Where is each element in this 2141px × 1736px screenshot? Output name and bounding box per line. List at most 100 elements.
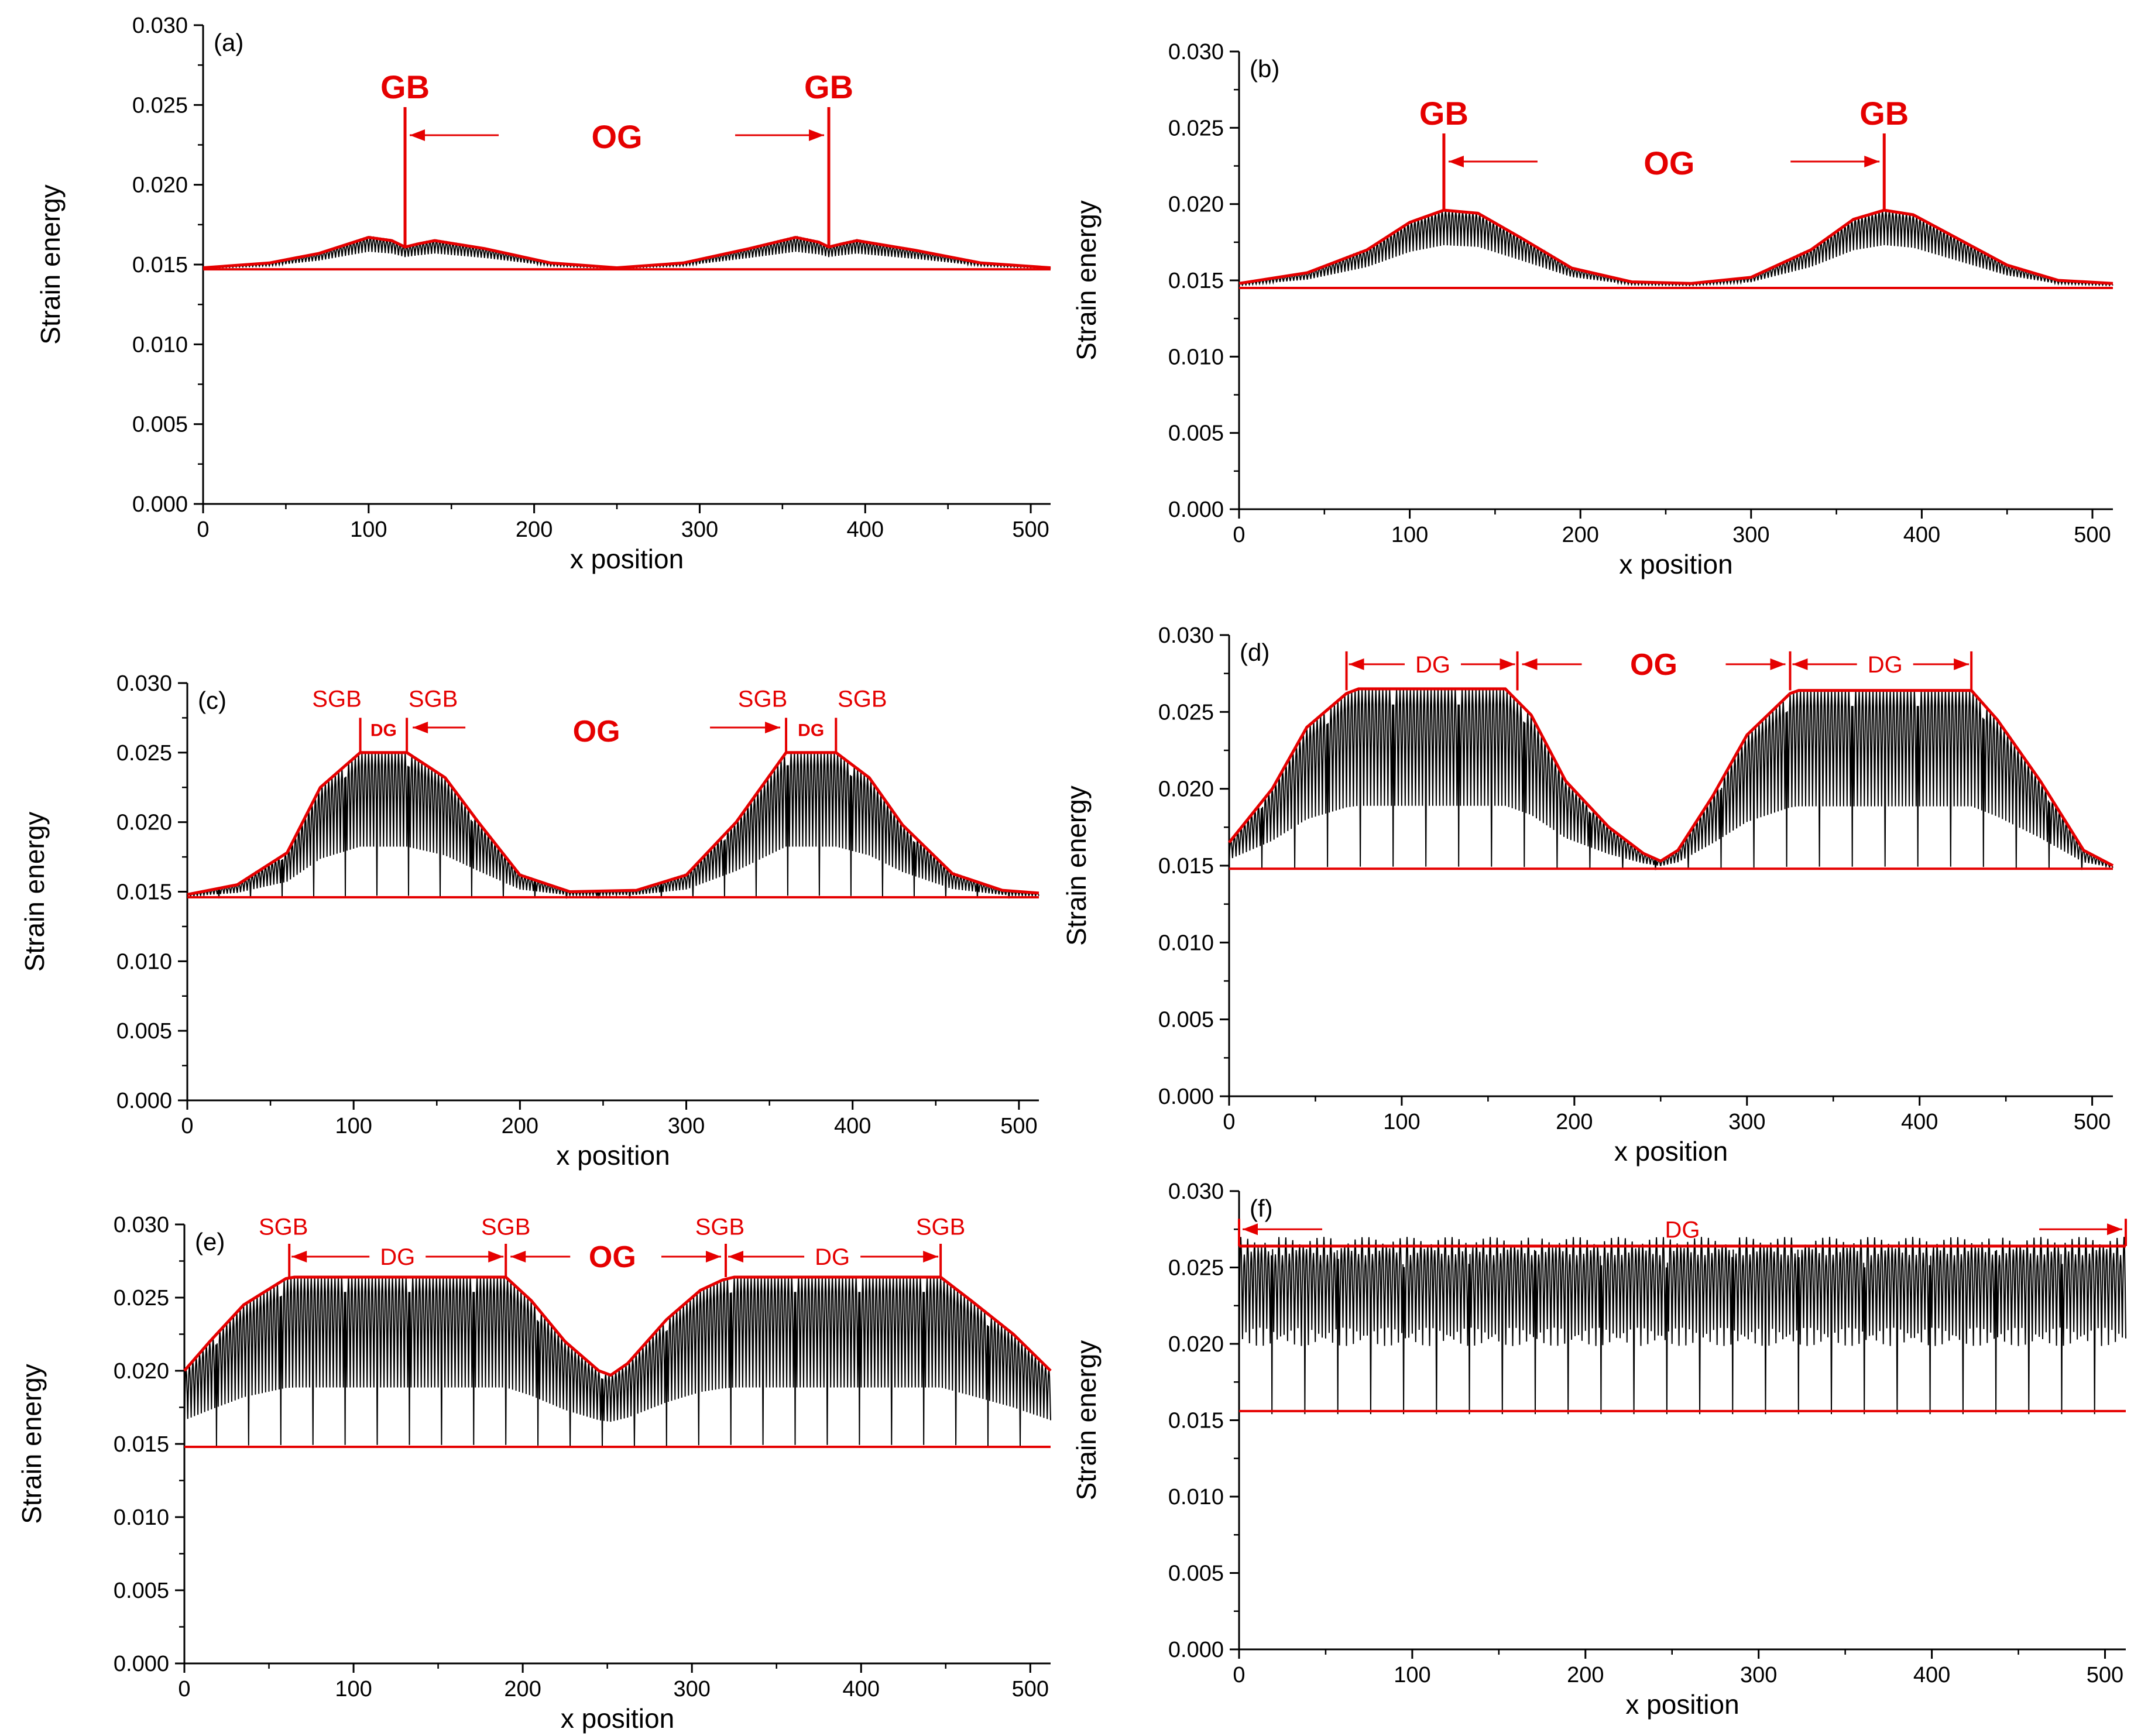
- y-tick-label: 0.020: [116, 811, 172, 835]
- dg-label: DG: [380, 1244, 415, 1270]
- y-tick-label: 0.005: [1158, 1008, 1214, 1032]
- panel-label: (c): [198, 687, 227, 714]
- dg-arrow-head: [1500, 658, 1515, 670]
- sgb-arrow-head: [413, 722, 428, 734]
- x-tick-label: 400: [1903, 523, 1940, 547]
- x-tick-label: 300: [1732, 523, 1769, 547]
- y-tick-label: 0.010: [132, 332, 188, 357]
- panel-label: (d): [1240, 639, 1269, 666]
- y-axis-label: Strain energy: [35, 184, 66, 345]
- y-tick-label: 0.025: [1158, 700, 1214, 725]
- y-tick-label: 0.005: [116, 1019, 172, 1044]
- y-tick-label: 0.000: [1168, 498, 1224, 522]
- x-axis-label: x position: [1614, 1136, 1728, 1167]
- panel-a: 0.000 0.005 0.010 0.015 0.020 0.025 0.030 0 100 2…: [35, 13, 1051, 574]
- gb-label: GB: [1419, 95, 1468, 132]
- sgb-arrow-head: [765, 722, 781, 734]
- sgb-label: SGB: [259, 1214, 308, 1240]
- y-tick-label: 0.000: [1158, 1085, 1214, 1109]
- y-tick-label: 0.015: [116, 880, 172, 905]
- x-tick-label: 200: [1556, 1110, 1593, 1134]
- y-tick-label: 0.010: [1168, 1485, 1224, 1509]
- x-tick-label: 100: [1383, 1110, 1420, 1134]
- y-tick-label: 0.020: [1168, 193, 1224, 217]
- panel-e: 0.000 0.005 0.010 0.015 0.020 0.025 0.030 0 100 2…: [16, 1213, 1052, 1734]
- y-tick-label: 0.030: [116, 671, 172, 696]
- y-tick-label: 0.020: [114, 1359, 169, 1384]
- sgb-label: SGB: [738, 686, 787, 712]
- sgb-label: SGB: [409, 686, 458, 712]
- series-strain-energy: [1238, 1237, 2126, 1415]
- series-strain-energy: [184, 1277, 1051, 1447]
- x-tick-label: 500: [1012, 517, 1049, 542]
- sgb-label: SGB: [916, 1214, 965, 1240]
- sgb-label: SGB: [312, 686, 361, 712]
- x-axis-label: x position: [556, 1140, 670, 1171]
- y-tick-label: 0.025: [116, 741, 172, 766]
- og-arrow-head: [1770, 658, 1786, 670]
- y-tick-label: 0.020: [1168, 1332, 1224, 1357]
- x-tick-label: 0: [181, 1114, 193, 1138]
- sgb-label: SGB: [838, 686, 887, 712]
- og-label: OG: [573, 715, 620, 749]
- x-tick-label: 300: [1740, 1663, 1777, 1687]
- y-tick-label: 0.020: [132, 173, 188, 198]
- x-tick-label: 300: [668, 1114, 705, 1138]
- y-tick-label: 0.005: [114, 1579, 169, 1603]
- panel-f: 0.000 0.005 0.010 0.015 0.020 0.025 0.030 0 100 2…: [1071, 1179, 2127, 1720]
- x-tick-label: 100: [1394, 1663, 1430, 1687]
- y-tick-label: 0.000: [114, 1652, 169, 1676]
- sgb-label: SGB: [481, 1214, 530, 1240]
- x-tick-label: 200: [516, 517, 553, 542]
- x-axis-label: x position: [561, 1703, 674, 1734]
- gb-arrow-head: [809, 129, 825, 141]
- series-envelope: [1228, 687, 2114, 867]
- y-tick-label: 0.030: [1168, 1179, 1224, 1204]
- x-tick-label: 0: [1233, 523, 1245, 547]
- y-tick-label: 0.015: [1168, 1409, 1224, 1433]
- og-arrow-head: [1522, 658, 1538, 670]
- og-arrow-head: [510, 1251, 526, 1262]
- x-tick-label: 400: [1901, 1110, 1938, 1134]
- series-envelope: [187, 751, 1039, 896]
- gb-label: GB: [804, 68, 853, 105]
- y-tick-label: 0.030: [114, 1213, 169, 1237]
- dg-arrow-head: [2107, 1223, 2122, 1236]
- x-tick-label: 200: [502, 1114, 538, 1138]
- panel-label: (e): [195, 1228, 225, 1255]
- y-axis-label: Strain energy: [1061, 785, 1092, 946]
- x-tick-label: 300: [681, 517, 718, 542]
- y-axis-label: Strain energy: [1071, 1340, 1102, 1501]
- series-strain-energy: [1229, 688, 2113, 870]
- og-label: OG: [1630, 648, 1677, 682]
- y-tick-label: 0.000: [1168, 1638, 1224, 1662]
- y-tick-label: 0.005: [1168, 1562, 1224, 1586]
- x-tick-label: 0: [178, 1677, 190, 1701]
- dg-label: DG: [1868, 652, 1903, 678]
- x-tick-label: 400: [843, 1677, 880, 1701]
- x-tick-label: 200: [1567, 1663, 1604, 1687]
- gb-label: GB: [380, 68, 430, 105]
- og-label: OG: [591, 118, 642, 155]
- panel-d: 0.000 0.005 0.010 0.015 0.020 0.025 0.030 0 100 2…: [1061, 623, 2114, 1167]
- y-axis-label: Strain energy: [19, 812, 50, 972]
- og-label: OG: [589, 1240, 636, 1274]
- y-tick-label: 0.025: [132, 93, 188, 118]
- series-strain-energy: [187, 752, 1039, 899]
- x-axis-label: x position: [1619, 549, 1732, 579]
- dg-arrow-head: [291, 1251, 307, 1262]
- gb-arrow-head: [1864, 156, 1880, 167]
- x-tick-label: 500: [1000, 1114, 1037, 1138]
- panel-label: (b): [1250, 55, 1279, 83]
- dg-label: DG: [1415, 652, 1450, 678]
- y-axis-label: Strain energy: [1071, 200, 1102, 361]
- y-axis-label: Strain energy: [16, 1364, 47, 1524]
- sgb-label: SGB: [695, 1214, 744, 1240]
- gb-arrow-head: [1448, 156, 1464, 167]
- x-tick-label: 500: [2087, 1663, 2123, 1687]
- y-tick-label: 0.015: [114, 1432, 169, 1457]
- dg-arrow-head: [923, 1251, 939, 1262]
- y-tick-label: 0.010: [116, 949, 172, 974]
- x-tick-label: 500: [2074, 1110, 2111, 1134]
